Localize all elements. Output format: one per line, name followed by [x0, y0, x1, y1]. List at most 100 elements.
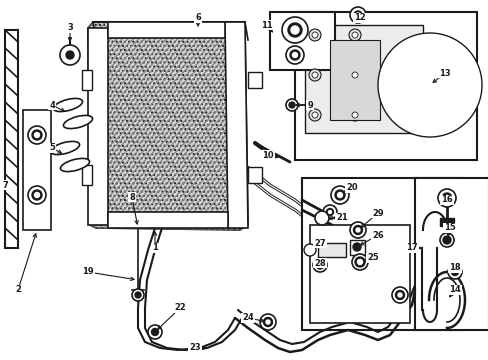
Polygon shape: [247, 72, 262, 88]
Text: 6: 6: [195, 13, 201, 22]
Circle shape: [315, 261, 324, 269]
Polygon shape: [82, 70, 92, 90]
Circle shape: [292, 53, 297, 58]
Circle shape: [308, 29, 320, 41]
Circle shape: [311, 72, 317, 78]
Bar: [23, 110, 51, 230]
Polygon shape: [108, 22, 224, 38]
Text: 19: 19: [82, 267, 94, 276]
Text: 28: 28: [314, 258, 325, 267]
Bar: [414, 178, 488, 330]
Text: 15: 15: [443, 224, 455, 233]
Circle shape: [377, 33, 481, 137]
Circle shape: [442, 236, 450, 244]
Circle shape: [391, 287, 407, 303]
Text: 25: 25: [366, 253, 378, 262]
Circle shape: [260, 314, 275, 330]
Circle shape: [308, 69, 320, 81]
Bar: [294, 12, 476, 160]
Circle shape: [349, 222, 365, 238]
Circle shape: [289, 50, 299, 60]
Polygon shape: [247, 167, 262, 183]
Text: 8: 8: [129, 193, 135, 202]
Circle shape: [355, 13, 359, 17]
Circle shape: [355, 228, 359, 232]
Circle shape: [387, 43, 471, 127]
Ellipse shape: [50, 141, 80, 154]
Polygon shape: [108, 212, 227, 228]
Circle shape: [311, 112, 317, 118]
Circle shape: [28, 126, 46, 144]
Circle shape: [282, 17, 307, 43]
Circle shape: [348, 69, 360, 81]
Circle shape: [351, 72, 357, 78]
Circle shape: [330, 186, 348, 204]
Circle shape: [285, 99, 297, 111]
Text: 4: 4: [49, 100, 55, 109]
Circle shape: [351, 112, 357, 118]
Text: 1: 1: [152, 243, 158, 252]
Circle shape: [304, 244, 315, 256]
Text: 23: 23: [189, 343, 201, 352]
Circle shape: [354, 257, 364, 267]
Text: 18: 18: [448, 264, 460, 273]
Circle shape: [323, 205, 336, 219]
Circle shape: [151, 328, 158, 336]
Circle shape: [348, 109, 360, 121]
Bar: [317, 243, 346, 257]
Circle shape: [353, 11, 361, 19]
Circle shape: [421, 77, 437, 93]
Text: 14: 14: [448, 285, 460, 294]
Circle shape: [351, 32, 357, 38]
Circle shape: [352, 243, 360, 251]
Circle shape: [32, 130, 42, 140]
Circle shape: [148, 325, 162, 339]
Circle shape: [334, 190, 345, 200]
Circle shape: [395, 291, 404, 300]
Polygon shape: [224, 22, 247, 228]
Circle shape: [132, 289, 143, 301]
Circle shape: [439, 233, 453, 247]
Text: 16: 16: [440, 195, 452, 204]
Circle shape: [135, 292, 141, 298]
Circle shape: [447, 265, 461, 279]
Circle shape: [60, 45, 80, 65]
Circle shape: [263, 318, 272, 327]
Circle shape: [326, 208, 333, 216]
Bar: [305, 25, 422, 133]
Circle shape: [308, 109, 320, 121]
Text: 13: 13: [438, 68, 450, 77]
Text: 22: 22: [174, 303, 185, 312]
Ellipse shape: [53, 98, 82, 112]
Circle shape: [399, 55, 459, 115]
Text: 7: 7: [2, 180, 8, 189]
Circle shape: [32, 190, 42, 200]
Bar: [269, 12, 334, 70]
Text: 9: 9: [306, 100, 312, 109]
Circle shape: [317, 263, 321, 267]
Text: 12: 12: [353, 13, 365, 22]
Text: 17: 17: [406, 243, 417, 252]
Circle shape: [411, 67, 447, 103]
Circle shape: [290, 26, 298, 34]
Bar: [309, 225, 409, 323]
Bar: [302, 178, 461, 330]
Text: 27: 27: [314, 238, 325, 248]
Circle shape: [349, 7, 365, 23]
Circle shape: [265, 320, 269, 324]
Polygon shape: [82, 165, 92, 185]
Circle shape: [353, 225, 362, 234]
Circle shape: [397, 293, 401, 297]
Text: 11: 11: [261, 21, 272, 30]
Text: 5: 5: [49, 144, 55, 153]
Circle shape: [328, 211, 331, 213]
Bar: [349, 240, 364, 255]
Circle shape: [314, 211, 328, 225]
Circle shape: [311, 32, 317, 38]
Ellipse shape: [61, 158, 89, 172]
Ellipse shape: [63, 116, 92, 129]
Circle shape: [35, 193, 40, 198]
Circle shape: [66, 51, 74, 59]
Text: 24: 24: [242, 314, 253, 323]
Circle shape: [288, 102, 294, 108]
